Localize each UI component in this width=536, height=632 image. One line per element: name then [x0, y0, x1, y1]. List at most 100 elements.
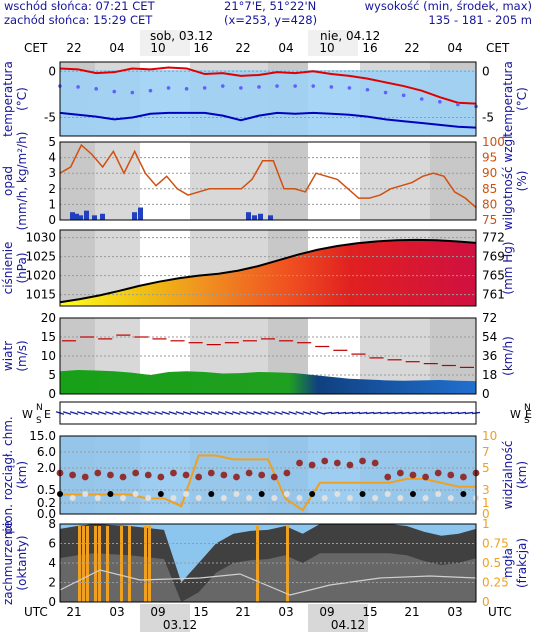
- fog-fraction-line: [59, 569, 477, 596]
- wind-arrow: [260, 411, 269, 415]
- wind-arrow: [98, 411, 107, 415]
- cloud-ext-dot: [233, 491, 240, 497]
- top-hour-label: 04: [447, 41, 462, 55]
- left-tick-label: 3: [48, 166, 56, 180]
- cloud-ext-dot: [271, 495, 278, 501]
- fog-bar: [120, 526, 123, 602]
- temp-axis-label-left: temperatura (°C): [1, 61, 29, 137]
- tz-top-label-right: CET: [486, 41, 510, 55]
- dew-point-dot: [456, 102, 460, 107]
- wind-arrow: [239, 411, 248, 415]
- pressure-line: [59, 238, 477, 304]
- panel-frame: [59, 523, 477, 603]
- right-tick-label: 85: [482, 182, 497, 196]
- left-tick-label: 0: [48, 387, 56, 401]
- cloud-ext-axis-label: pion. rozciągł. chm. (km): [1, 416, 29, 534]
- right-tick-label: 7: [482, 445, 490, 459]
- fog-bar: [86, 526, 89, 602]
- left-tick-label: -5: [44, 111, 56, 125]
- cloud-base-dot: [447, 471, 455, 479]
- cloud-ext-dot: [258, 491, 265, 497]
- wind-arrow: [83, 411, 93, 415]
- cloud-base-dot: [384, 473, 392, 481]
- cloud-ext-dot: [157, 491, 164, 497]
- bottom-hour-label: 15: [362, 605, 377, 619]
- fog-axis-label: mgła (frakcja): [501, 538, 529, 588]
- panel-frame: [59, 317, 477, 395]
- cloud-base-dot: [333, 459, 341, 467]
- bottom-hour-label: 15: [193, 605, 208, 619]
- compass-w: W: [22, 408, 33, 421]
- wind-arrow: [436, 411, 445, 415]
- precip-axis-label-text: opad: [1, 166, 15, 196]
- right-tick-label: 0: [482, 595, 490, 609]
- elevation-values: 135 - 181 - 205 m: [428, 13, 532, 27]
- wind-arrow: [168, 411, 178, 415]
- cloud-ext-dot: [283, 491, 290, 497]
- precip-bar: [258, 213, 263, 220]
- dew-point-dot: [311, 84, 316, 88]
- cloud-ext-dot: [183, 491, 190, 497]
- wind-kmh-label: (km/h): [501, 336, 515, 376]
- left-tick-label: 1020: [25, 269, 56, 283]
- compass-e-right: E: [525, 408, 532, 421]
- wind-dir-strip: [60, 402, 476, 424]
- top-hour-label: 10: [319, 41, 334, 55]
- fog-bar: [78, 526, 81, 602]
- right-tick-label: 90: [482, 166, 497, 180]
- cloud-base-dot: [371, 459, 379, 467]
- left-tick-label: 2: [48, 576, 56, 590]
- cloud-base-dot: [233, 473, 240, 481]
- wind-arrow: [161, 411, 170, 415]
- wind-arrow: [274, 411, 283, 415]
- cloud-base-dot: [308, 461, 316, 469]
- cloud-ext-dot: [397, 495, 404, 501]
- cloud-base-dot: [296, 459, 303, 467]
- cloud-ext-dot: [447, 495, 454, 501]
- panel-frame: [59, 435, 477, 515]
- cloud-ext-dot: [170, 495, 177, 501]
- date-box: [140, 604, 190, 632]
- cloud-base-dot: [157, 473, 165, 481]
- cloud-ext-dot: [246, 495, 253, 501]
- right-tick-label: 75: [482, 213, 497, 227]
- fog-bar: [286, 526, 289, 602]
- wind-arrow: [344, 411, 354, 415]
- cloud-base-dot: [220, 471, 228, 479]
- cloud-base-dot: [258, 471, 266, 479]
- time-band: [308, 142, 360, 220]
- max-temp-line: [59, 66, 477, 105]
- wind-axis-label: wiatr (m/s): [1, 340, 29, 371]
- day-strip: [308, 30, 358, 56]
- min-temp-line: [59, 111, 477, 129]
- cloud-ext-dot: [409, 491, 416, 497]
- bottom-hour-label: 21: [235, 605, 250, 619]
- cloud-axis-label-text: zachmurzenie: [1, 521, 15, 605]
- cloud-ext-dot: [132, 491, 139, 497]
- left-tick-label: 5: [48, 135, 56, 149]
- left-tick-label: 4: [48, 556, 56, 570]
- left-tick-label: 0: [48, 64, 56, 78]
- right-tick-label: 80: [482, 197, 497, 211]
- top-hour-label: 04: [109, 41, 124, 55]
- right-tick-label: 0: [482, 387, 490, 401]
- temperature-fill: [60, 70, 476, 136]
- dew-point-dot: [365, 87, 370, 92]
- wind-arrow: [217, 411, 227, 415]
- dew-point-dot: [166, 86, 171, 90]
- wind-arrow: [387, 411, 396, 415]
- dew-point-dot: [112, 89, 117, 94]
- right-tick-label: 10: [482, 429, 497, 443]
- wind-arrow: [429, 411, 438, 415]
- bottom-date2: 04.12: [331, 618, 365, 632]
- wind-arrow: [154, 411, 163, 415]
- left-tick-label: 1: [48, 197, 56, 211]
- left-tick-label: 4: [48, 151, 56, 165]
- dew-point-dot: [347, 86, 352, 90]
- fog-bar: [82, 526, 85, 602]
- left-tick-label: 0.0: [37, 507, 56, 521]
- visibility-axis-label-text: widzialność: [501, 441, 515, 510]
- day2-label: nie, 04.12: [320, 29, 380, 43]
- bottom-date1: 03.12: [163, 618, 197, 632]
- dew-point-dot: [383, 90, 388, 95]
